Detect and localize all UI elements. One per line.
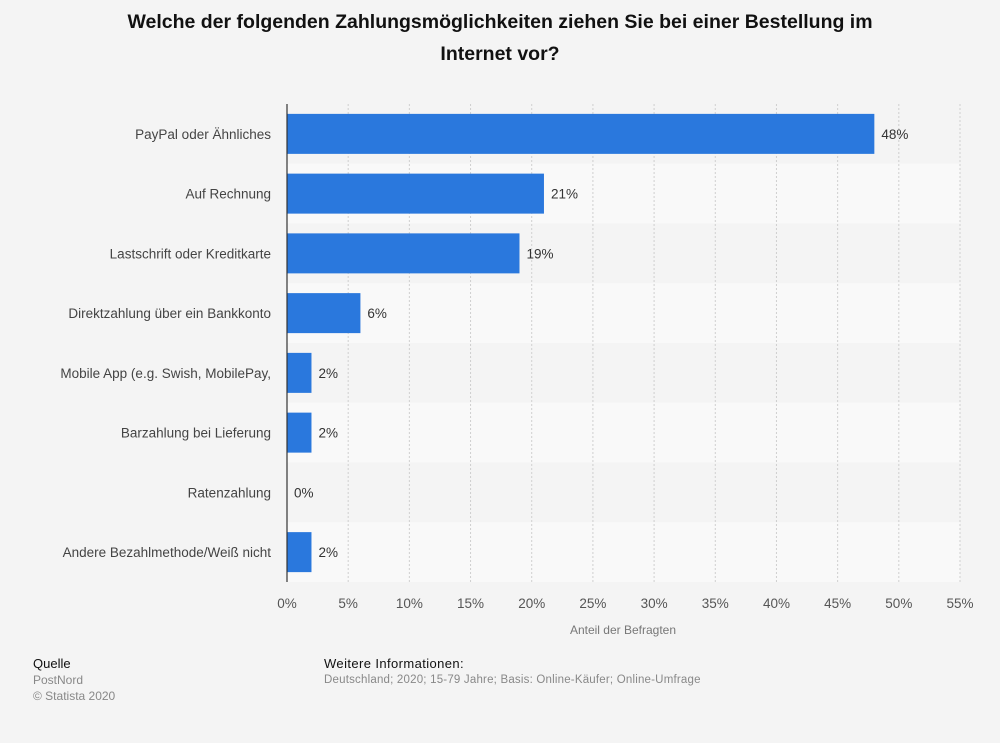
row-band	[287, 402, 960, 463]
category-label: Auf Rechnung	[185, 187, 271, 202]
x-tick-label: 35%	[702, 596, 729, 611]
info-text: Deutschland; 2020; 15-79 Jahre; Basis: O…	[324, 674, 701, 686]
category-label: PayPal oder Ähnliches	[135, 127, 271, 142]
chart-title-line-1: Welche der folgenden Zahlungsmöglichkeit…	[127, 11, 873, 33]
x-tick-label: 55%	[946, 596, 973, 611]
value-label: 2%	[318, 426, 338, 441]
chart-title: Welche der folgenden Zahlungsmöglichkeit…	[60, 6, 940, 70]
row-band	[287, 343, 960, 403]
info-block: Weitere Informationen: Deutschland; 2020…	[324, 656, 701, 688]
bar-chart: PayPal oder Ähnliches Auf Rechnung Lastsch…	[60, 104, 974, 637]
category-label: Barzahlung bei Lieferung	[121, 426, 271, 441]
x-tick-labels: 0% 5% 10% 15% 20% 25% 30% 35% 40% 45% 50% 55%	[277, 596, 973, 611]
value-label: 0%	[294, 485, 314, 500]
source-block: Quelle PostNord © Statista 2020	[33, 656, 115, 704]
category-label: Mobile App (e.g. Swish, MobilePay,	[60, 366, 271, 381]
bar	[287, 532, 312, 573]
source-name: PostNord	[33, 673, 84, 687]
category-label: Direktzahlung über ein Bankkonto	[68, 306, 271, 321]
x-tick-label: 30%	[641, 596, 668, 611]
row-band	[287, 462, 960, 523]
bar	[287, 412, 312, 453]
bars	[287, 113, 875, 573]
value-label: 21%	[551, 187, 578, 202]
bar	[287, 293, 361, 334]
value-label: 2%	[318, 545, 338, 560]
x-tick-label: 50%	[885, 596, 912, 611]
chart-title-line-2: Internet vor?	[440, 43, 560, 65]
info-heading: Weitere Informationen:	[324, 656, 465, 671]
x-tick-label: 45%	[824, 596, 851, 611]
source-heading: Quelle	[33, 656, 71, 671]
bar	[287, 233, 520, 274]
category-labels: PayPal oder Ähnliches Auf Rechnung Lastsch…	[60, 127, 271, 560]
category-label: Ratenzahlung	[188, 485, 271, 500]
x-tick-label: 10%	[396, 596, 423, 611]
bar	[287, 173, 544, 214]
x-axis-label: Anteil der Befragten	[570, 623, 676, 637]
row-band	[287, 522, 960, 582]
value-label: 6%	[367, 306, 387, 321]
x-tick-label: 5%	[338, 596, 358, 611]
value-label: 2%	[318, 366, 338, 381]
value-label: 19%	[526, 246, 553, 261]
x-tick-label: 15%	[457, 596, 484, 611]
category-label: Lastschrift oder Kreditkarte	[110, 246, 271, 261]
x-tick-label: 20%	[518, 596, 545, 611]
value-label: 48%	[881, 127, 908, 142]
bar	[287, 113, 875, 154]
x-tick-label: 40%	[763, 596, 790, 611]
bar	[287, 352, 312, 393]
row-band	[287, 283, 960, 343]
x-tick-label: 25%	[579, 596, 606, 611]
value-labels: 48% 21% 19% 6% 2% 2% 0% 2%	[294, 127, 908, 560]
x-tick-label: 0%	[277, 596, 297, 611]
copyright: © Statista 2020	[33, 689, 116, 703]
category-label: Andere Bezahlmethode/Weiß nicht	[63, 545, 272, 560]
